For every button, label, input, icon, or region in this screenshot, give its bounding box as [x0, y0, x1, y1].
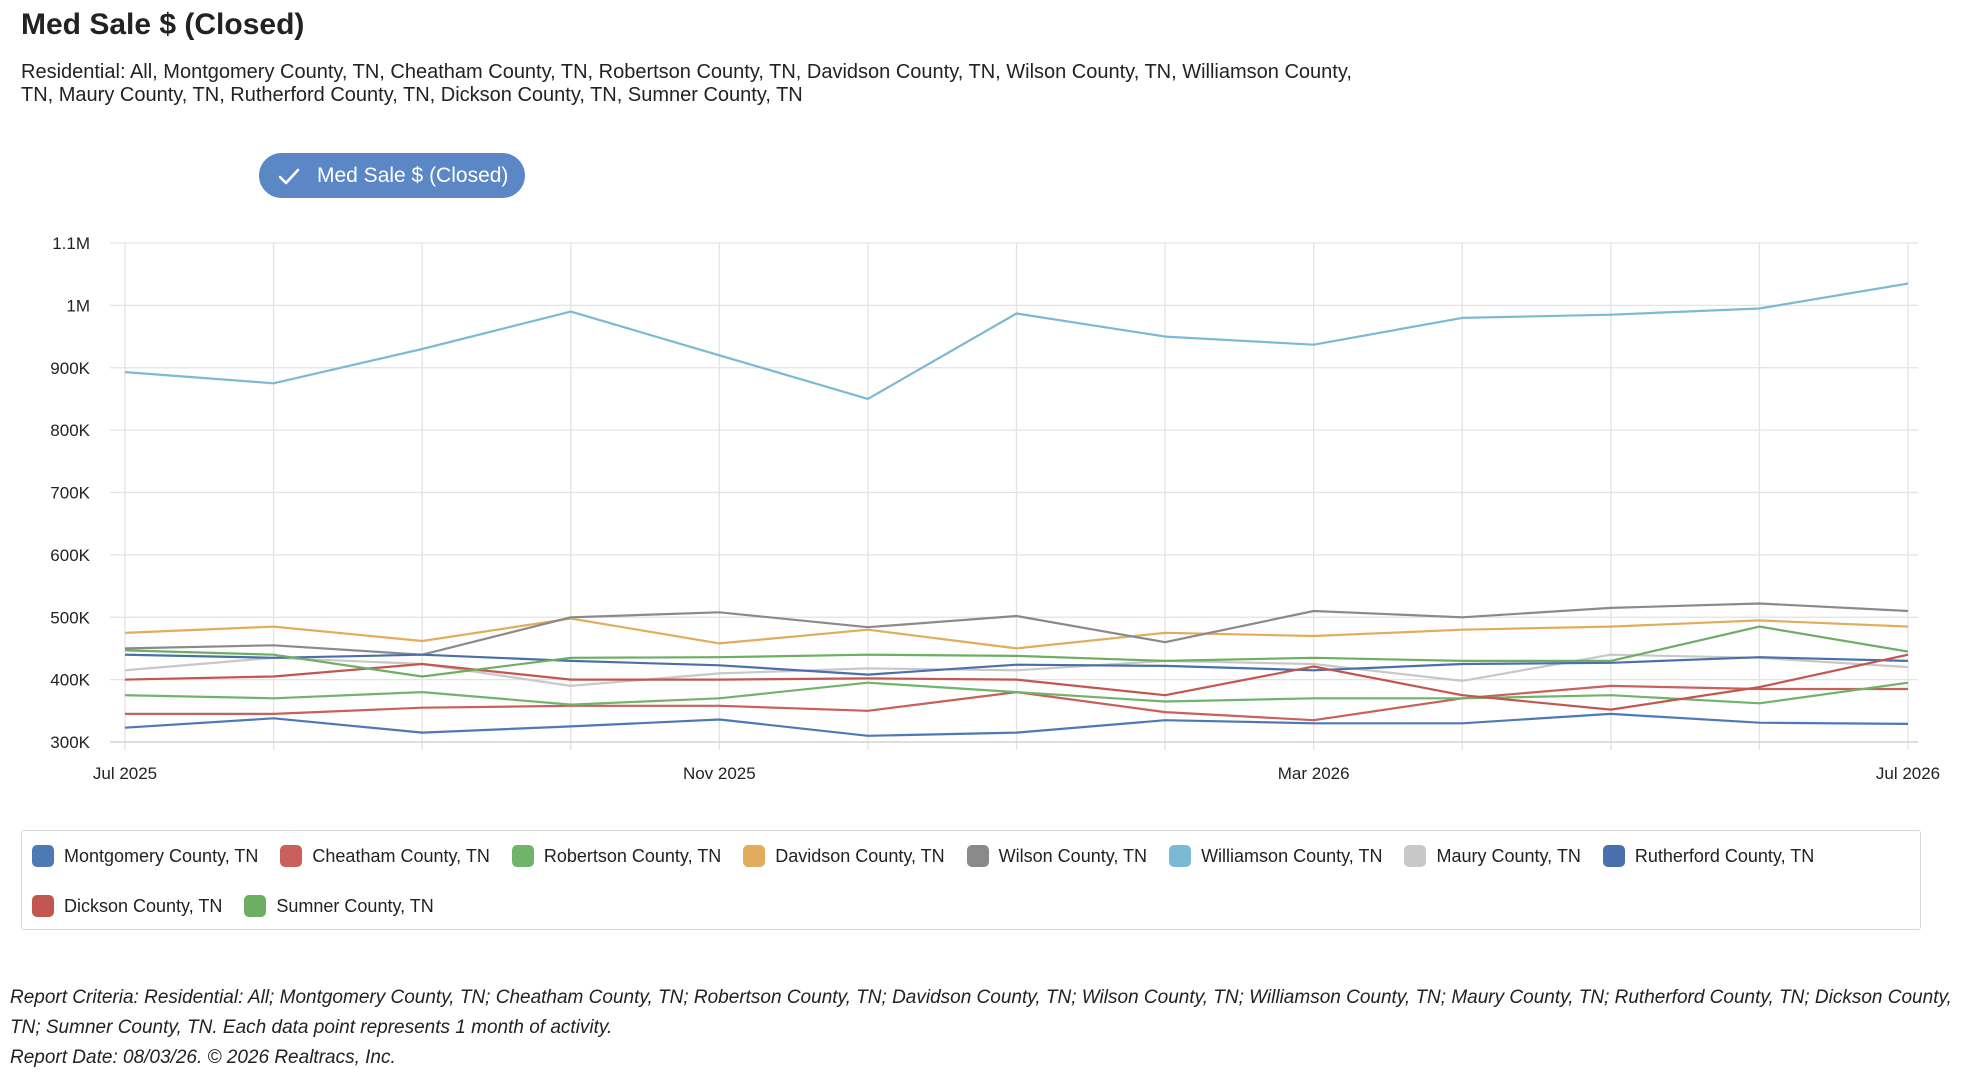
series-toggle-label: Med Sale $ (Closed)	[317, 163, 509, 187]
y-tick-label: 300K	[50, 733, 90, 752]
legend-item[interactable]: Davidson County, TN	[743, 839, 945, 873]
legend-swatch	[1404, 845, 1427, 867]
legend-label: Robertson County, TN	[543, 845, 722, 866]
series-line-9[interactable]	[124, 625, 1909, 678]
legend-swatch	[511, 845, 534, 867]
y-tick-label: 1.1M	[52, 234, 90, 253]
report-date: Report Date: 08/03/26. © 2026 Realtracs,…	[10, 1047, 396, 1068]
legend-item[interactable]: Rutherford County, TN	[1602, 839, 1815, 873]
check-icon	[278, 168, 300, 184]
x-tick-label: Mar 2026	[1278, 764, 1350, 783]
legend-label: Montgomery County, TN	[64, 845, 259, 866]
legend-label: Williamson County, TN	[1201, 845, 1383, 866]
legend-label: Cheatham County, TN	[312, 845, 490, 866]
legend-swatch	[280, 845, 303, 867]
y-tick-label: 400K	[50, 671, 90, 690]
y-tick-label: 900K	[50, 359, 90, 378]
y-tick-label: 600K	[50, 546, 90, 565]
page-title: Med Sale $ (Closed)	[21, 8, 305, 41]
legend-label: Davidson County, TN	[775, 845, 945, 866]
legend-swatch	[244, 895, 267, 917]
report-criteria: Report Criteria: Residential: All; Montg…	[10, 987, 1952, 1038]
y-tick-label: 1M	[66, 296, 90, 315]
page-subtitle: Residential: All, Montgomery County, TN,…	[21, 61, 1352, 106]
chart-grid	[110, 242, 1918, 750]
legend-swatch	[1602, 845, 1625, 867]
legend-item[interactable]: Williamson County, TN	[1169, 839, 1382, 873]
y-tick-label: 800K	[50, 421, 90, 440]
legend-swatch	[743, 845, 766, 867]
series-line-2[interactable]	[124, 681, 1909, 706]
legend-label: Rutherford County, TN	[1634, 845, 1815, 866]
series-toggle-button[interactable]: Med Sale $ (Closed)	[259, 153, 525, 198]
series-line-5[interactable]	[124, 282, 1909, 400]
legend-item[interactable]: Sumner County, TN	[244, 889, 434, 923]
legend-label: Maury County, TN	[1436, 845, 1581, 866]
legend-swatch	[32, 895, 54, 917]
chart-axes: 300K 400K 500K 600K 700K 800K 900K 1M 1.1M Jul 20…	[50, 234, 1940, 783]
report-footer: Report Criteria: Residential: All; Montg…	[10, 983, 1960, 1073]
chart-legend: Montgomery County, TN Cheatham County, TN…	[21, 830, 1921, 930]
legend-label: Dickson County, TN	[64, 895, 223, 916]
legend-item[interactable]: Montgomery County, TN	[32, 839, 258, 873]
x-tick-label: Nov 2025	[683, 764, 756, 783]
y-tick-label: 500K	[50, 608, 90, 627]
x-tick-label: Jul 2025	[93, 764, 157, 783]
legend-swatch	[1169, 845, 1192, 867]
x-tick-label: Jul 2026	[1876, 764, 1940, 783]
legend-label: Wilson County, TN	[998, 845, 1148, 866]
legend-item[interactable]: Robertson County, TN	[511, 839, 722, 873]
legend-item[interactable]: Dickson County, TN	[32, 889, 222, 923]
series-line-3[interactable]	[124, 617, 1909, 650]
legend-item[interactable]: Maury County, TN	[1404, 839, 1581, 873]
series-line-8[interactable]	[124, 653, 1909, 711]
series-line-0[interactable]	[124, 712, 1909, 737]
chart-series	[124, 282, 1909, 737]
legend-swatch	[966, 845, 989, 867]
legend-swatch	[32, 845, 54, 867]
legend-label: Sumner County, TN	[276, 895, 434, 916]
line-chart: 300K 400K 500K 600K 700K 800K 900K 1M 1.1M Jul 20…	[50, 234, 1940, 783]
series-line-7[interactable]	[124, 653, 1909, 676]
y-tick-label: 700K	[50, 484, 90, 503]
legend-item[interactable]: Cheatham County, TN	[280, 839, 490, 873]
legend-item[interactable]: Wilson County, TN	[966, 839, 1148, 873]
